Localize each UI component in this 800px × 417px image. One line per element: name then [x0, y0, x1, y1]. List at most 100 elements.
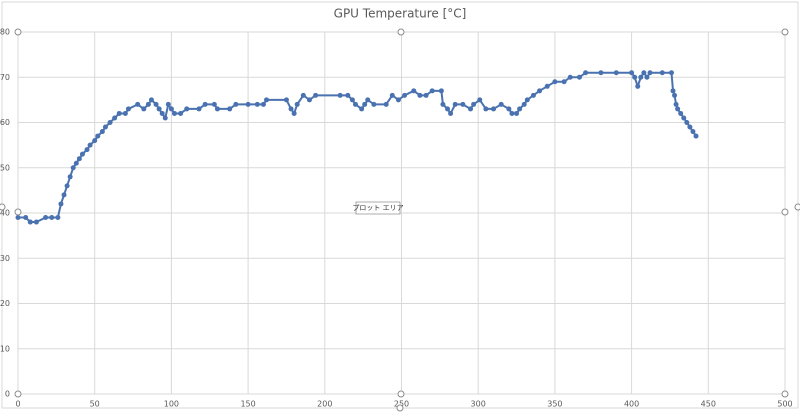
data-point [383, 101, 389, 107]
x-tick-label: 400 [624, 400, 639, 409]
y-tick-label: 50 [0, 163, 10, 172]
x-tick-label: 0 [15, 400, 20, 409]
data-point [659, 70, 665, 76]
data-point [67, 174, 73, 180]
data-point [184, 106, 190, 112]
data-point [87, 142, 93, 148]
data-point [411, 88, 417, 94]
data-point [635, 83, 641, 89]
data-point [359, 106, 365, 112]
data-point [524, 97, 530, 103]
data-point [530, 92, 536, 98]
data-point [471, 101, 477, 107]
data-point [678, 110, 684, 116]
data-point [668, 70, 674, 76]
y-tick-label: 80 [0, 28, 10, 37]
data-point [362, 101, 368, 107]
data-point [644, 74, 650, 80]
data-point [576, 74, 582, 80]
data-point [629, 70, 635, 76]
x-tick-label: 200 [317, 400, 332, 409]
data-point [15, 215, 21, 221]
data-point [23, 215, 29, 221]
data-point [672, 92, 678, 98]
data-point [214, 106, 220, 112]
y-tick-label: 70 [0, 73, 10, 82]
data-point [165, 101, 171, 107]
tooltip-text: プロット エリア [352, 204, 403, 212]
data-point [122, 110, 128, 116]
data-point [638, 74, 644, 80]
data-point [345, 92, 351, 98]
data-point [55, 215, 61, 221]
selection-handles [0, 28, 800, 412]
data-point [395, 97, 401, 103]
data-point [352, 101, 358, 107]
data-point [211, 101, 217, 107]
data-point [521, 101, 527, 107]
data-point [687, 124, 693, 130]
data-point [27, 219, 33, 225]
data-point [684, 120, 690, 125]
chart-title: GPU Temperature [°C] [334, 7, 467, 21]
data-point [92, 138, 98, 144]
data-point [159, 110, 165, 116]
x-tick-label: 350 [547, 400, 562, 409]
data-point [514, 110, 520, 116]
data-point [102, 124, 108, 130]
data-point [260, 101, 266, 107]
data-point [148, 97, 154, 103]
data-point [389, 92, 395, 98]
data-point [561, 79, 567, 85]
data-point [440, 101, 446, 107]
x-tick-label: 450 [701, 400, 716, 409]
data-point [681, 115, 687, 121]
data-point [79, 151, 85, 157]
data-point [567, 74, 573, 80]
data-point [300, 92, 306, 98]
data-point [43, 215, 49, 221]
data-point [288, 106, 294, 112]
data-point [477, 97, 483, 103]
data-point [483, 106, 489, 112]
data-point [116, 110, 122, 116]
data-point [95, 133, 101, 139]
data-point [112, 115, 118, 121]
data-point [673, 101, 679, 107]
data-point [641, 70, 647, 76]
data-point [313, 92, 319, 98]
data-point [468, 106, 474, 112]
data-point [544, 83, 550, 89]
data-point [506, 106, 512, 112]
y-tick-label: 0 [5, 390, 10, 399]
x-tick-label: 300 [471, 400, 486, 409]
data-point [58, 201, 64, 207]
x-tick-label: 100 [164, 400, 179, 409]
data-point [196, 106, 202, 112]
data-point [141, 106, 147, 112]
data-point [162, 115, 168, 121]
data-point [598, 70, 604, 76]
y-tick-label: 60 [0, 118, 10, 127]
y-tick-label: 30 [0, 254, 10, 263]
data-point [70, 165, 76, 171]
data-point [264, 97, 270, 103]
data-point [125, 106, 131, 112]
data-point [552, 79, 558, 85]
data-point [675, 106, 681, 112]
data-point [429, 88, 435, 94]
data-point [64, 183, 70, 189]
data-point [349, 97, 355, 103]
data-point [294, 101, 300, 107]
data-point [690, 129, 696, 135]
data-point [306, 97, 312, 103]
x-tick-label: 150 [240, 400, 255, 409]
data-point [670, 88, 676, 94]
data-point [76, 156, 82, 162]
data-point [135, 101, 141, 107]
data-point [254, 101, 260, 107]
data-point [452, 101, 458, 107]
data-point [178, 110, 184, 116]
data-point [153, 101, 159, 107]
data-point [337, 92, 343, 98]
